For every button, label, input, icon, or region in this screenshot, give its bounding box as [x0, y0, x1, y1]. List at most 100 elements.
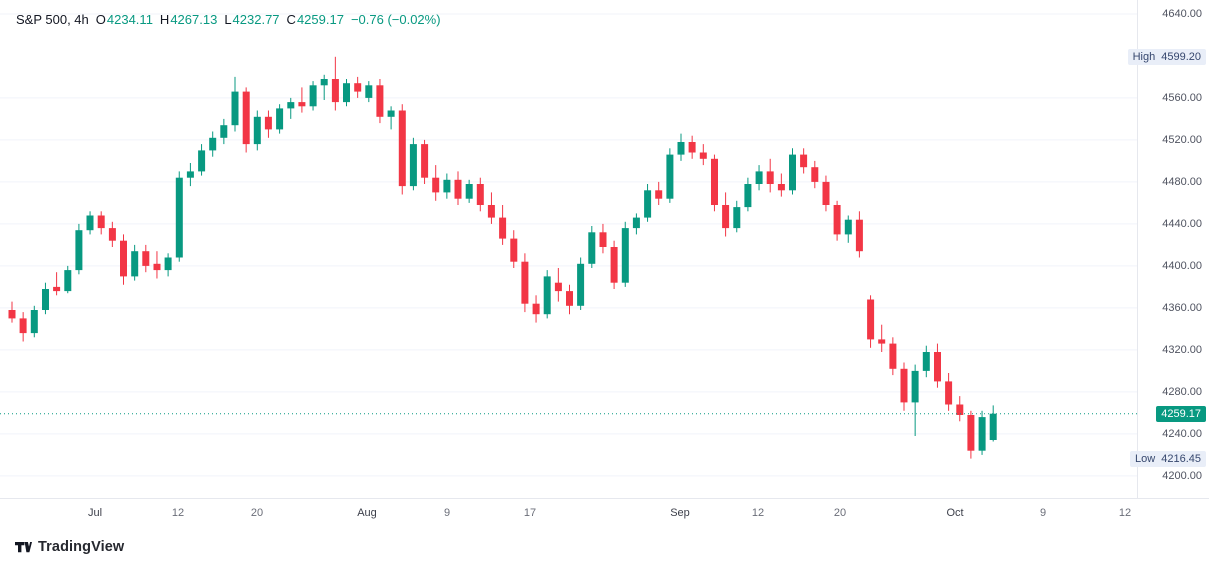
candle-body — [833, 205, 841, 235]
candle-body — [777, 184, 785, 191]
time-axis-label: 12 — [171, 507, 185, 519]
candle-body — [264, 116, 272, 130]
ohlc-close: C4259.17 — [286, 12, 344, 27]
candle-body — [934, 352, 941, 382]
candle-body — [186, 171, 194, 178]
time-axis-label: 20 — [833, 507, 847, 519]
candle-body — [287, 102, 295, 109]
candle-body — [543, 276, 551, 315]
tradingview-logo-icon[interactable] — [14, 538, 32, 556]
price-tick-label: 4320.00 — [1162, 343, 1202, 356]
candle-body — [97, 215, 105, 229]
candle-body — [242, 91, 250, 145]
candle-body — [666, 154, 674, 199]
candle-body — [86, 215, 94, 231]
candle-body — [209, 137, 217, 151]
candle-body — [956, 404, 964, 415]
high-price-label: High 4599.20 — [1127, 48, 1206, 65]
candle-body — [421, 144, 429, 178]
candle-body — [644, 190, 652, 218]
candle-body — [945, 381, 953, 405]
candle-body — [409, 144, 417, 187]
candle-body — [599, 232, 607, 247]
candle-body — [755, 171, 763, 184]
price-tick-label: 4400.00 — [1162, 259, 1202, 272]
time-axis-label: 20 — [250, 507, 264, 519]
candle-body — [376, 85, 384, 117]
time-axis[interactable]: Jul 12 20 Aug 9 17 Sep 12 20 Oct 9 12 — [0, 498, 1209, 528]
price-tick-label: 4640.00 — [1162, 7, 1202, 20]
ohlc-low: L4232.77 — [224, 12, 280, 27]
candle-body — [120, 240, 127, 277]
time-axis-label: 12 — [1118, 507, 1132, 519]
candle-body — [231, 91, 239, 126]
time-axis-label: 12 — [751, 507, 765, 519]
brand-name[interactable]: TradingView — [38, 539, 125, 555]
symbol-legend[interactable]: S&P 500, 4h O4234.11 H4267.13 L4232.77 C… — [16, 12, 441, 27]
candle-body — [19, 318, 27, 334]
candle-body — [532, 303, 540, 315]
candle-body — [309, 85, 317, 107]
candle-body — [900, 368, 908, 403]
candle-body — [655, 190, 663, 199]
time-axis-label: 9 — [1039, 507, 1047, 519]
time-axis-label: 9 — [443, 507, 451, 519]
candle-body — [153, 263, 161, 271]
candle-body — [577, 263, 585, 306]
ohlc-high: H4267.13 — [159, 12, 218, 27]
time-axis-label: Sep — [670, 507, 690, 519]
candle-body — [677, 142, 685, 155]
candle-body — [320, 79, 328, 86]
candle-body — [610, 247, 618, 283]
candle-body — [889, 343, 897, 369]
candle-body — [487, 205, 495, 218]
candle-body — [811, 167, 819, 182]
candle-body — [365, 85, 373, 98]
candle-body — [465, 184, 473, 199]
last-price-label: 4259.17 — [1156, 405, 1206, 422]
candle-body — [398, 110, 406, 187]
candle-body — [331, 79, 339, 103]
candle-body — [554, 282, 562, 292]
candle-body — [800, 154, 808, 168]
candle-body — [566, 291, 573, 306]
candlestick-canvas[interactable] — [0, 0, 1137, 498]
time-axis-label: Aug — [357, 507, 377, 519]
candle-body — [131, 251, 139, 277]
candle-body — [198, 150, 206, 172]
candle-body — [53, 286, 61, 292]
candle-body — [476, 184, 484, 205]
candle-body — [298, 102, 306, 107]
candle-body — [432, 177, 440, 193]
candle-body — [276, 108, 284, 130]
candle-body — [30, 310, 38, 334]
footer-bar: TradingView — [0, 530, 1209, 564]
candle-body — [733, 207, 741, 229]
low-price-label: Low 4216.45 — [1130, 450, 1206, 467]
candle-body — [108, 228, 116, 241]
candle-body — [855, 219, 863, 252]
candle-body — [911, 370, 919, 403]
candle-body — [978, 417, 986, 451]
candle-body — [510, 238, 518, 262]
price-tick-label: 4520.00 — [1162, 133, 1202, 146]
candle-body — [722, 205, 730, 229]
price-tick-label: 4240.00 — [1162, 427, 1202, 440]
price-axis[interactable]: High 4599.20 4259.17 Low 4216.45 4640.00 45… — [1127, 0, 1209, 498]
symbol-name[interactable]: S&P 500, 4h — [16, 12, 89, 27]
candle-body — [42, 289, 49, 310]
candle-body — [8, 310, 16, 319]
candle-body — [454, 179, 462, 199]
time-axis-label: 17 — [523, 507, 537, 519]
candle-body — [989, 413, 997, 440]
candle-body — [867, 299, 875, 340]
candle-body — [588, 232, 596, 264]
candle-body — [632, 217, 640, 229]
candle-body — [443, 179, 451, 193]
candle-body — [711, 158, 718, 205]
candle-body — [688, 142, 696, 153]
candle-body — [343, 83, 350, 103]
chart-plot-area[interactable] — [0, 0, 1137, 498]
candle-body — [922, 352, 930, 371]
